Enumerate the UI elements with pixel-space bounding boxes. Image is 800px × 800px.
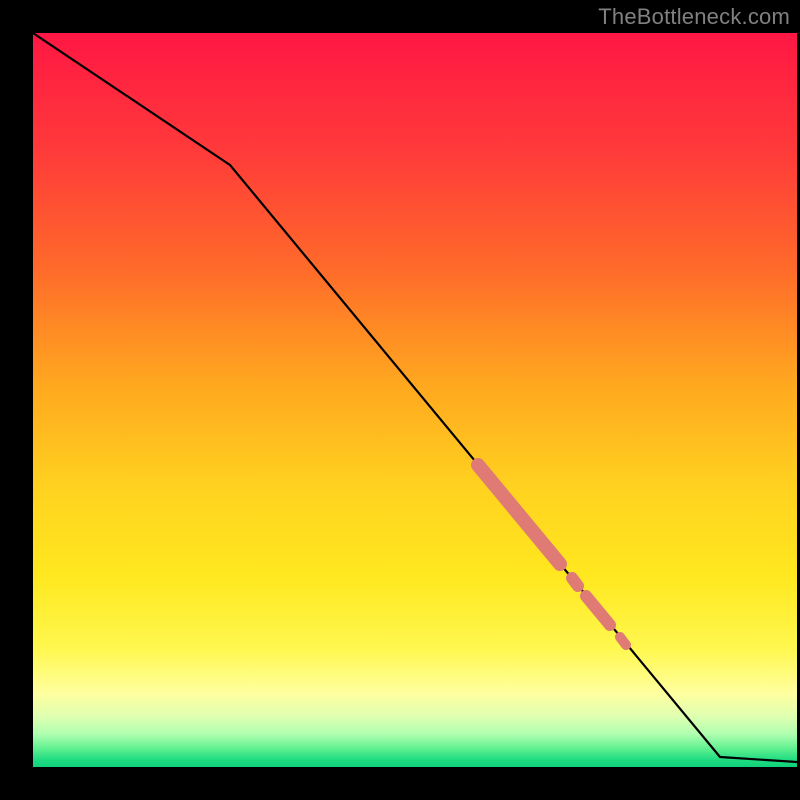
plot-area bbox=[33, 33, 797, 767]
chart-stage: TheBottleneck.com bbox=[0, 0, 800, 800]
highlight-segment bbox=[620, 637, 626, 645]
chart-svg bbox=[0, 0, 800, 800]
highlight-segment bbox=[572, 578, 578, 586]
